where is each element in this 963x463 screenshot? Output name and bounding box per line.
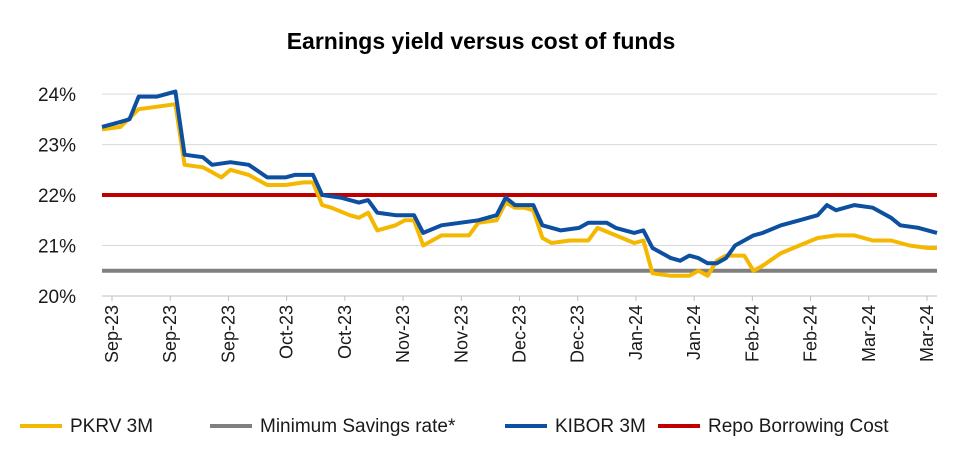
- x-tick-label: Oct-23: [335, 305, 355, 359]
- x-tick-label: Dec-23: [568, 305, 588, 363]
- legend-label: Repo Borrowing Cost: [708, 416, 889, 437]
- y-tick-label: 23%: [38, 136, 76, 157]
- y-axis-ticks: 24% 23% 22% 21% 20%: [38, 85, 76, 308]
- x-tick-label: Dec-23: [510, 305, 530, 363]
- x-tick-label: Oct-23: [277, 305, 297, 359]
- y-tick-label: 24%: [38, 85, 76, 106]
- x-tick-label: Jan-24: [684, 305, 704, 360]
- legend-label: Minimum Savings rate*: [260, 416, 456, 437]
- legend-label: PKRV 3M: [70, 416, 153, 437]
- x-tick-label: Jan-24: [626, 305, 646, 360]
- x-tick-label: Sep-23: [160, 305, 180, 363]
- legend-label: KIBOR 3M: [555, 416, 646, 437]
- chart-title: Earnings yield versus cost of funds: [287, 28, 676, 54]
- y-tick-label: 22%: [38, 186, 76, 207]
- legend: PKRV 3M Minimum Savings rate* KIBOR 3M Repo…: [20, 416, 889, 437]
- x-tick-label: Sep-23: [218, 305, 238, 363]
- x-tick-label: Mar-24: [917, 305, 937, 362]
- x-tick-label: Mar-24: [859, 305, 879, 362]
- x-tick-label: Feb-24: [742, 305, 762, 362]
- y-tick-label: 21%: [38, 237, 76, 258]
- x-tick-label: Feb-24: [801, 305, 821, 362]
- x-axis-ticks: Sep-23 Sep-23 Sep-23 Oct-23 Oct-23 Nov-23 Nov-…: [102, 296, 937, 363]
- x-tick-label: Sep-23: [102, 305, 122, 363]
- series-line-pkrv-3m: [101, 102, 937, 278]
- x-tick-label: Nov-23: [451, 305, 471, 363]
- x-tick-label: Nov-23: [393, 305, 413, 363]
- series-lines: [101, 89, 938, 278]
- y-tick-label: 20%: [38, 287, 76, 308]
- series-line-kibor-3m: [101, 89, 938, 266]
